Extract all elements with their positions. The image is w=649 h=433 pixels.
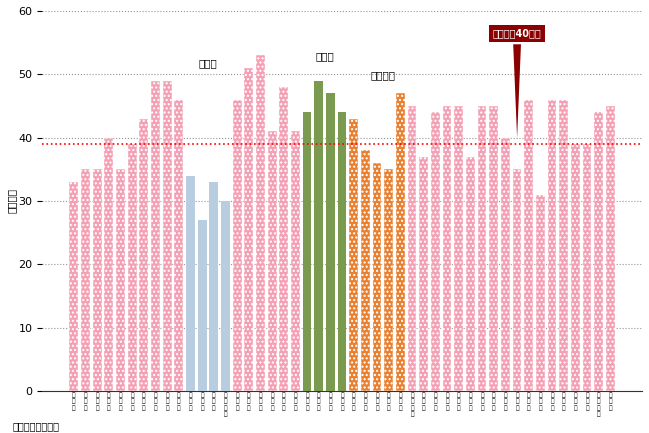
Bar: [606, 106, 615, 391]
Bar: [128, 144, 136, 391]
Bar: [501, 138, 510, 391]
Bar: [69, 182, 78, 391]
Text: 京阪神圈: 京阪神圈: [371, 71, 395, 81]
Bar: [559, 100, 568, 391]
Text: 平均：約40時間: 平均：約40時間: [493, 28, 541, 138]
Bar: [256, 55, 265, 391]
Bar: [524, 100, 533, 391]
Bar: [151, 81, 160, 391]
Text: 首都圈: 首都圈: [199, 58, 217, 68]
Bar: [337, 112, 347, 391]
Bar: [81, 169, 90, 391]
Bar: [210, 182, 218, 391]
Bar: [536, 194, 545, 391]
Bar: [163, 81, 171, 391]
Bar: [280, 87, 288, 391]
Bar: [361, 150, 370, 391]
Bar: [594, 112, 603, 391]
Bar: [291, 131, 300, 391]
Bar: [454, 106, 463, 391]
Bar: [175, 100, 183, 391]
Text: 資料）国土交通省: 資料）国土交通省: [13, 421, 60, 431]
Bar: [431, 112, 440, 391]
Bar: [466, 157, 475, 391]
Bar: [396, 93, 405, 391]
Bar: [349, 119, 358, 391]
Bar: [93, 169, 101, 391]
Text: 中京圈: 中京圈: [315, 52, 334, 61]
Bar: [302, 112, 312, 391]
Bar: [326, 93, 335, 391]
Bar: [408, 106, 417, 391]
Bar: [233, 100, 241, 391]
Bar: [384, 169, 393, 391]
Bar: [443, 106, 452, 391]
Bar: [419, 157, 428, 391]
Bar: [198, 220, 206, 391]
Bar: [268, 131, 276, 391]
Bar: [245, 68, 253, 391]
Bar: [104, 138, 113, 391]
Bar: [373, 163, 382, 391]
Y-axis label: （時間）: （時間）: [7, 188, 17, 213]
Bar: [186, 175, 195, 391]
Bar: [583, 144, 591, 391]
Bar: [478, 106, 487, 391]
Bar: [513, 169, 521, 391]
Bar: [140, 119, 148, 391]
Bar: [221, 201, 230, 391]
Bar: [116, 169, 125, 391]
Bar: [489, 106, 498, 391]
Bar: [548, 100, 556, 391]
Bar: [571, 144, 580, 391]
Bar: [314, 81, 323, 391]
